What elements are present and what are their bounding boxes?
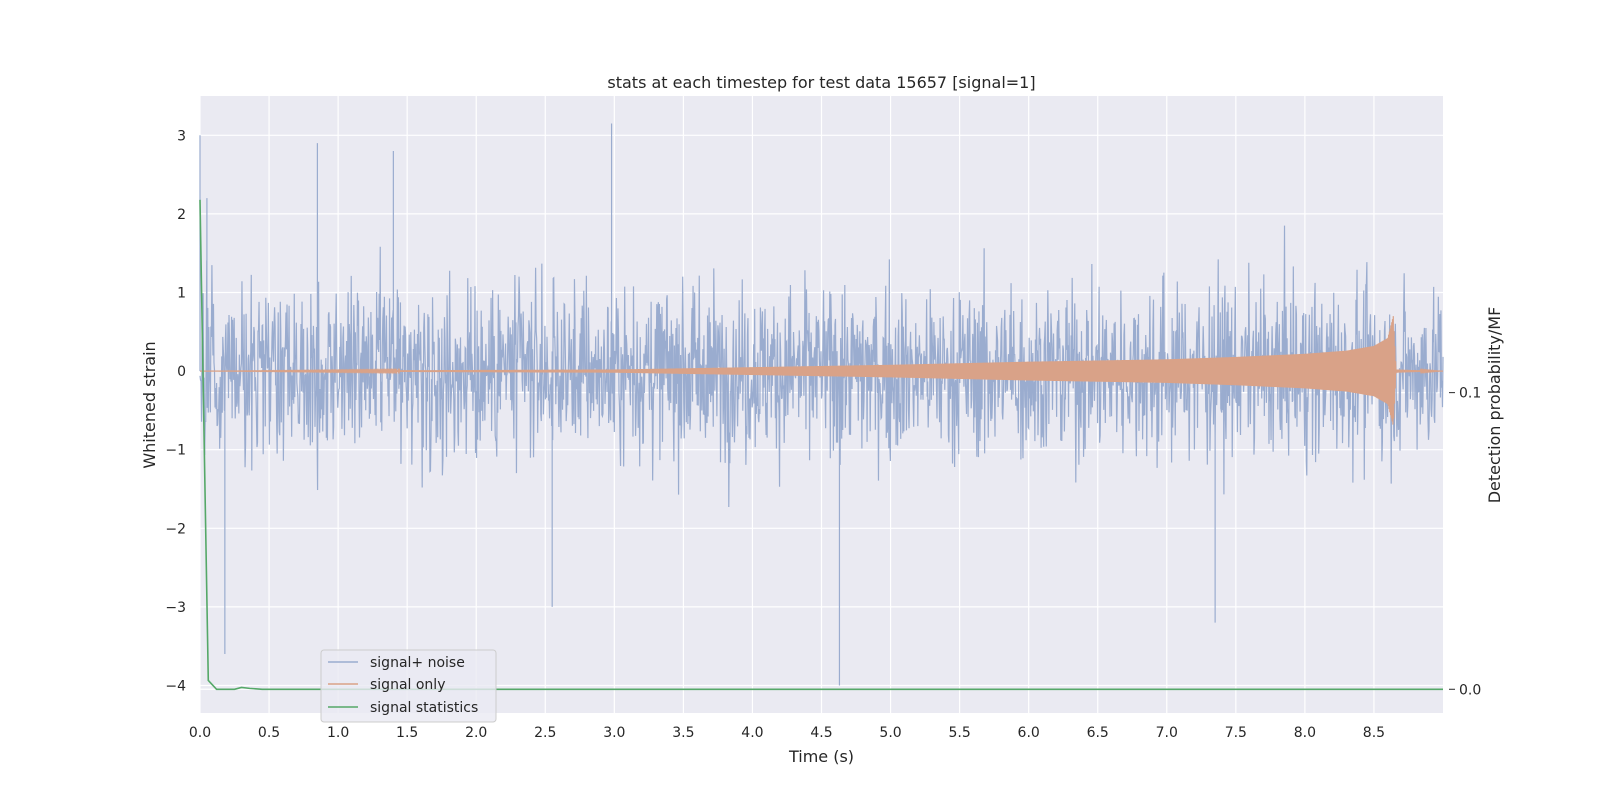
y2-tick-label: 0.0 (1459, 682, 1481, 698)
signal-only-line (200, 316, 1444, 425)
x-tick-label: 3.0 (603, 725, 625, 741)
x-tick-label: 0.0 (189, 725, 211, 741)
x-tick-label: 1.0 (327, 725, 349, 741)
x-tick-label: 5.0 (879, 725, 901, 741)
legend: signal+ noise signal only signal statist… (320, 649, 497, 723)
x-tick-label: 5.5 (948, 725, 970, 741)
signal-statistics-line (199, 199, 1443, 691)
x-tick-label: 8.0 (1294, 725, 1316, 741)
x-tick-label: 2.0 (465, 725, 487, 741)
x-axis-ticks: 0.0 0.5 1.0 1.5 2.0 2.5 3.0 3.5 4.0 4.5 5.0 5.5 6.0 6… (189, 725, 1385, 741)
x-axis-label: Time (s) (788, 747, 854, 766)
x-tick-label: 4.0 (741, 725, 763, 741)
x-tick-label: 6.0 (1018, 725, 1040, 741)
x-tick-label: 2.5 (534, 725, 556, 741)
chart-title: stats at each timestep for test data 156… (607, 73, 1035, 92)
y-tick-label: −3 (165, 600, 186, 616)
x-tick-label: 7.0 (1156, 725, 1178, 741)
x-tick-label: 6.5 (1087, 725, 1109, 741)
legend-label-signal-plus-noise: signal+ noise (370, 655, 465, 671)
series-signal-statistics (199, 199, 1443, 691)
y-axis-ticks: 3 2 1 0 −1 −2 −3 −4 (165, 128, 186, 694)
y2-axis-ticks: 0.1 0.0 (1449, 386, 1481, 698)
x-tick-label: 1.5 (396, 725, 418, 741)
series-signal-plus-noise (199, 123, 1444, 686)
y2-axis-label: Detection probability/MF (1485, 307, 1504, 504)
x-tick-label: 8.5 (1363, 725, 1385, 741)
y2-tick-label: 0.1 (1459, 386, 1481, 402)
legend-box (320, 649, 497, 723)
legend-label-signal-only: signal only (370, 677, 445, 693)
y-axis-label: Whitened strain (140, 341, 159, 468)
x-tick-label: 4.5 (810, 725, 832, 741)
legend-label-signal-statistics: signal statistics (370, 700, 478, 716)
x-tick-label: 7.5 (1225, 725, 1247, 741)
y-tick-label: −2 (165, 521, 186, 537)
x-tick-label: 3.5 (672, 725, 694, 741)
y-tick-label: 0 (177, 364, 186, 380)
y-tick-label: 1 (177, 285, 186, 301)
y-tick-label: −4 (165, 678, 186, 694)
y-tick-label: −1 (165, 443, 186, 459)
y-tick-label: 2 (177, 207, 186, 223)
y-tick-label: 3 (177, 128, 186, 144)
series-signal-only (200, 316, 1444, 425)
x-tick-label: 0.5 (258, 725, 280, 741)
signal-plus-noise-line (199, 123, 1444, 686)
